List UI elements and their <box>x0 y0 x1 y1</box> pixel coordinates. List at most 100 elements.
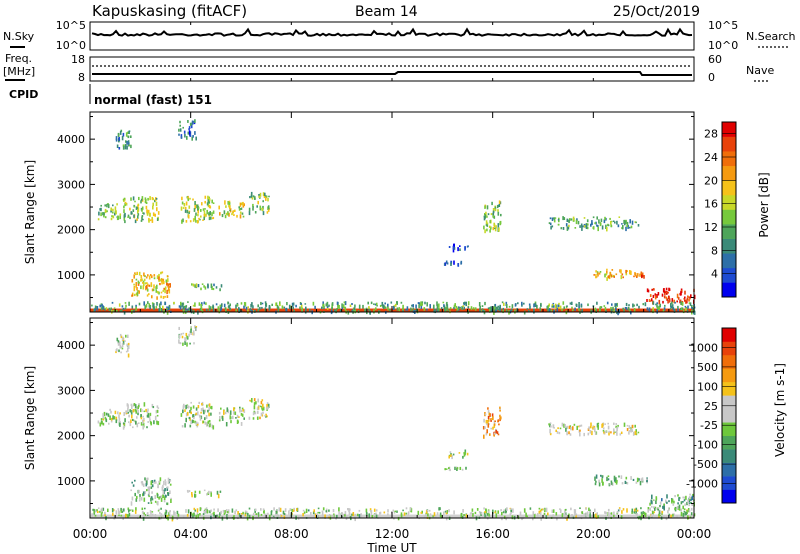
echo-cell <box>586 219 589 223</box>
echo-cell <box>349 516 352 519</box>
echo-cell <box>322 514 324 518</box>
echo-cell <box>575 513 578 516</box>
echo-cell <box>664 304 666 307</box>
echo-cell <box>100 212 102 217</box>
echo-cell <box>437 309 440 312</box>
echo-cell <box>240 422 243 426</box>
echo-cell <box>392 509 395 512</box>
echo-region <box>647 493 695 512</box>
echo-cell <box>505 301 508 306</box>
echo-cell <box>123 209 125 214</box>
echo-cell <box>656 306 659 310</box>
echo-cell <box>613 514 615 517</box>
echo-cell <box>556 308 559 312</box>
echo-cell <box>679 299 681 304</box>
echo-cell <box>499 306 501 311</box>
echo-cell <box>494 227 497 232</box>
echo-cell <box>205 415 208 420</box>
echo-cell <box>585 223 588 228</box>
echo-cell <box>654 295 657 300</box>
echo-cell <box>646 478 648 480</box>
echo-cell <box>227 201 229 205</box>
echo-cell <box>159 477 162 482</box>
echo-cell <box>179 342 182 345</box>
echo-cell <box>396 510 398 513</box>
echo-cell <box>501 301 504 304</box>
echo-cell <box>252 512 255 516</box>
echo-cell <box>252 195 255 198</box>
echo-cell <box>158 303 161 308</box>
echo-cell <box>633 308 636 312</box>
echo-cell <box>664 291 666 296</box>
echo-cell <box>368 513 370 518</box>
echo-cell <box>347 508 349 511</box>
echo-cell <box>487 213 490 216</box>
echo-cell <box>613 511 615 516</box>
echo-cell <box>574 307 576 311</box>
echo-cell <box>267 205 270 210</box>
echo-cell <box>459 306 461 309</box>
echo-cell <box>192 135 194 138</box>
colorbar-segment <box>722 381 736 396</box>
echo-cell <box>606 268 608 271</box>
echo-cell <box>127 353 130 358</box>
echo-cell <box>147 408 149 412</box>
echo-cell <box>452 245 455 250</box>
echo-cell <box>651 288 653 291</box>
echo-cell <box>678 508 681 511</box>
echo-cell <box>152 202 154 207</box>
echo-cell <box>498 227 500 232</box>
echo-cell <box>225 509 228 513</box>
echo-cell <box>632 478 635 481</box>
echo-cell <box>549 423 551 428</box>
echo-cell <box>267 197 269 202</box>
echo-cell <box>130 144 132 149</box>
echo-cell <box>547 512 549 516</box>
echo-cell <box>654 293 657 296</box>
echo-cell <box>608 508 610 512</box>
echo-cell <box>167 477 170 481</box>
echo-cell <box>637 516 639 519</box>
echo-cell <box>689 516 692 518</box>
echo-cell <box>200 287 202 291</box>
echo-cell <box>523 508 526 513</box>
echo-cell <box>462 455 464 459</box>
echo-cell <box>673 299 675 304</box>
echo-cell <box>539 509 542 514</box>
echo-cell <box>276 509 278 512</box>
echo-cell <box>188 205 191 209</box>
echo-cell <box>118 303 121 307</box>
echo-cell <box>276 304 279 309</box>
echo-cell <box>194 201 196 206</box>
echo-cell <box>200 303 202 309</box>
echo-cell <box>158 308 160 313</box>
echo-cell <box>680 511 683 517</box>
echo-cell <box>254 197 256 200</box>
echo-cell <box>470 512 473 515</box>
echo-cell <box>497 223 500 228</box>
echo-cell <box>666 298 668 301</box>
echo-region <box>548 216 640 232</box>
echo-cell <box>439 512 442 517</box>
echo-cell <box>188 211 190 214</box>
echo-cell <box>339 309 342 313</box>
echo-cell <box>293 309 295 313</box>
echo-cell <box>229 205 231 210</box>
echo-cell <box>158 276 160 281</box>
echo-cell <box>240 413 243 416</box>
echo-cell <box>127 342 130 347</box>
echo-cell <box>588 507 590 511</box>
echo-cell <box>166 502 168 505</box>
echo-cell <box>138 196 140 201</box>
echo-cell <box>126 410 128 414</box>
echo-cell <box>629 270 631 275</box>
echo-cell <box>262 192 265 197</box>
echo-cell <box>449 451 452 453</box>
echo-cell <box>235 304 237 309</box>
echo-cell <box>402 304 404 310</box>
echo-cell <box>166 308 168 310</box>
echo-cell <box>609 217 611 220</box>
echo-cell <box>369 508 372 512</box>
echo-cell <box>189 134 191 137</box>
echo-cell <box>668 287 670 292</box>
